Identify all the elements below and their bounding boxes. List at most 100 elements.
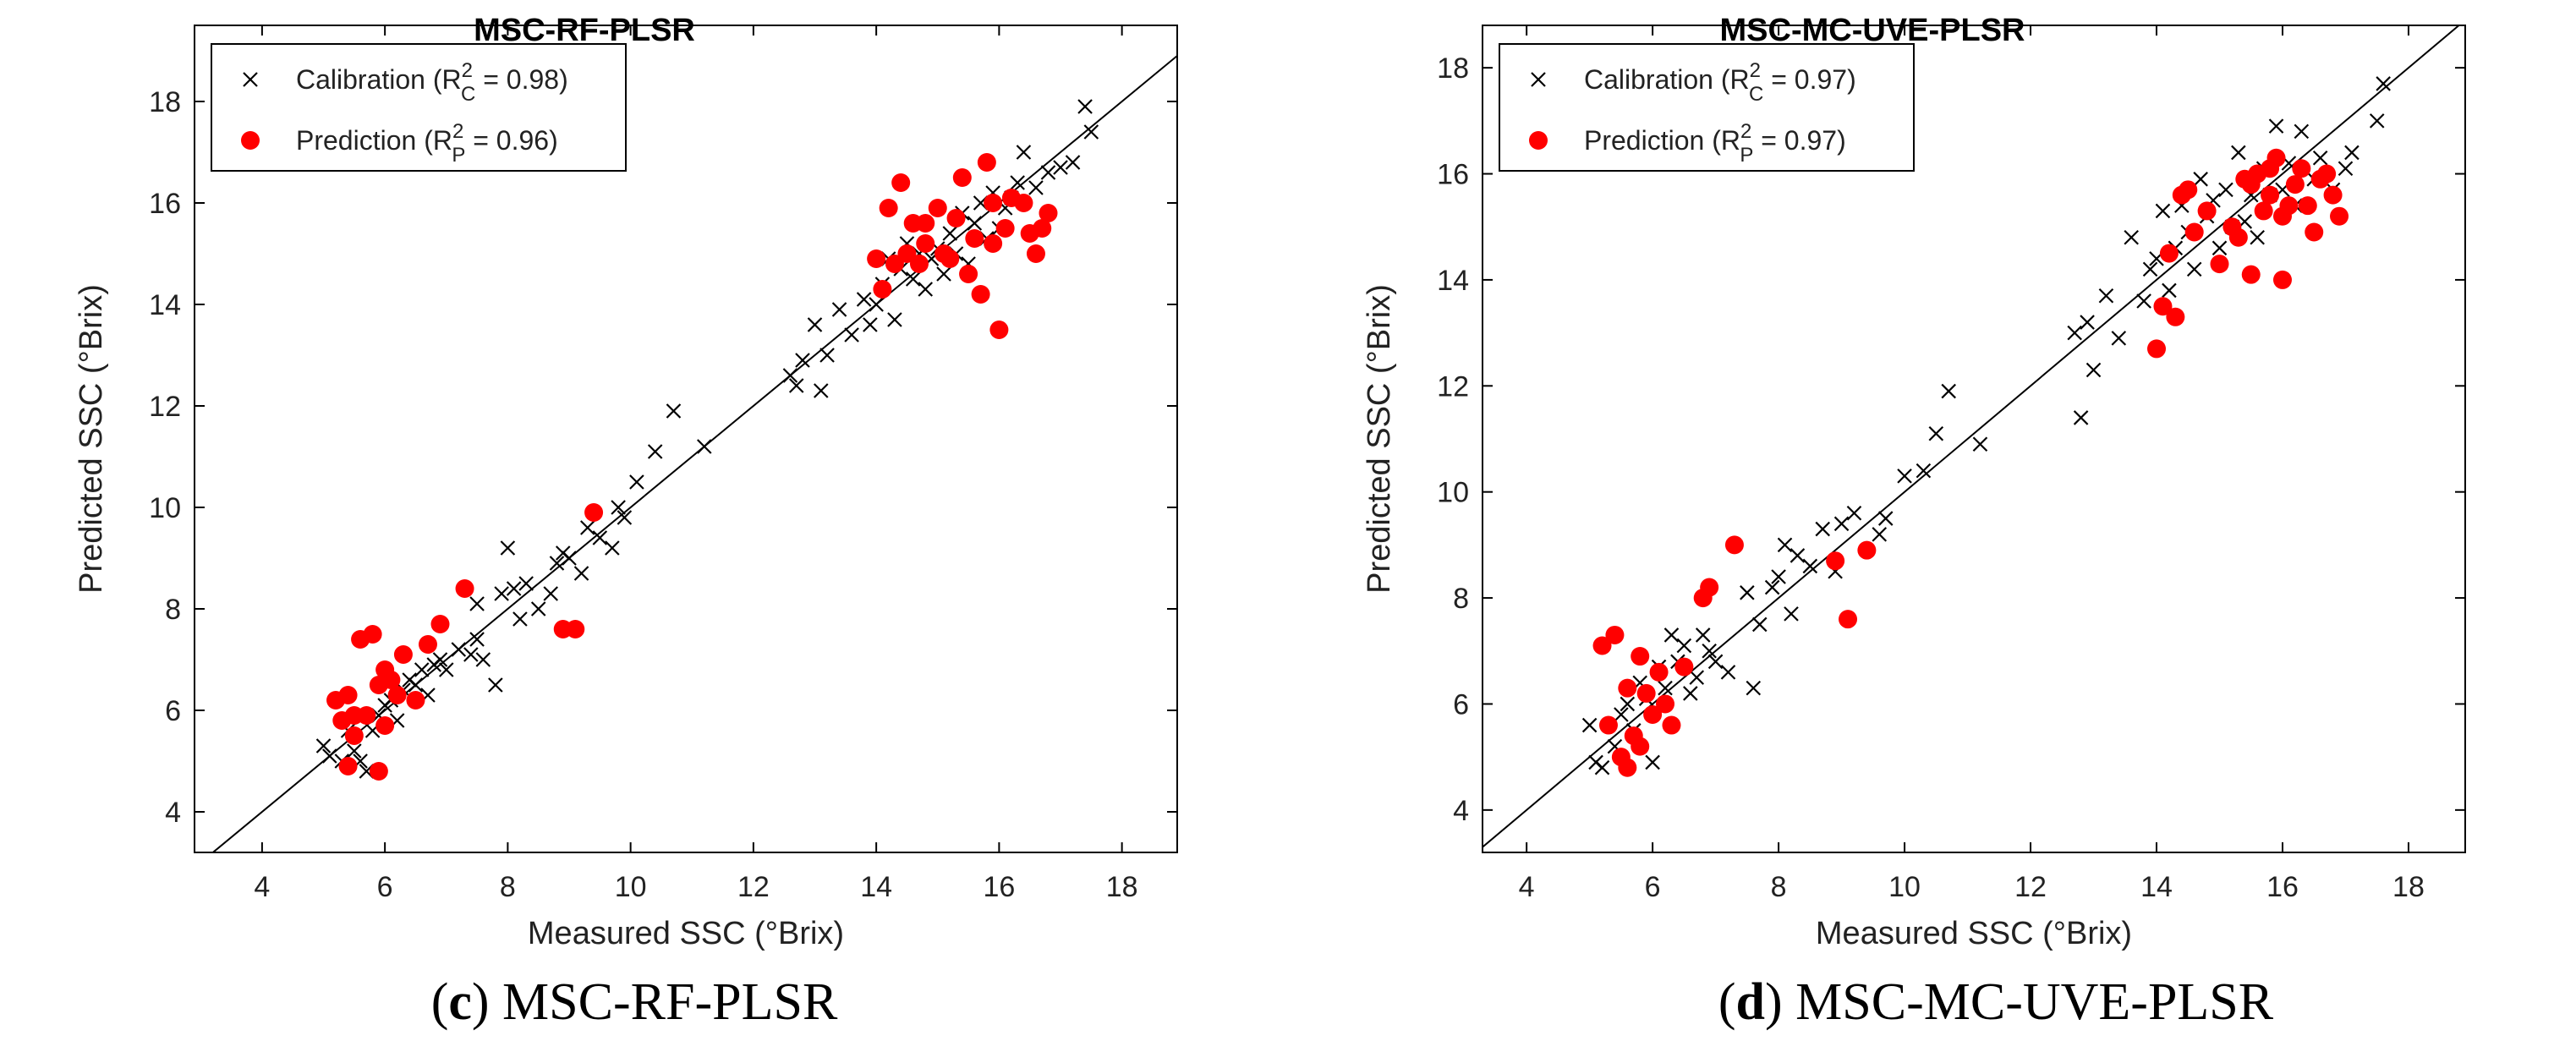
prediction-point — [2305, 222, 2324, 242]
y-tick-label: 14 — [1437, 265, 1469, 297]
calibration-point — [2080, 315, 2095, 330]
x-tick-label: 14 — [860, 871, 892, 903]
prediction-point — [338, 686, 358, 704]
calibration-point — [967, 216, 983, 231]
x-tick-label: 10 — [1888, 871, 1921, 903]
calibration-point — [1594, 759, 1610, 775]
prediction-point — [1656, 694, 1675, 714]
scatter-chart-msc-mc-uve-plsr: 4 6 8 10 12 14 16 18 4 6 8 10 12 14 16 18 Measured SSC (… — [1362, 13, 2466, 951]
prediction-point — [916, 234, 935, 253]
prediction-point — [2159, 244, 2179, 263]
prediction-point — [989, 321, 1009, 339]
prediction-point — [984, 234, 1003, 253]
calibration-point — [2369, 113, 2385, 129]
caption-letter: d — [1735, 973, 1765, 1031]
calibration-point — [807, 317, 823, 332]
prediction-point — [1826, 551, 1845, 571]
x-tick-label: 14 — [2140, 871, 2173, 903]
legend-box — [1499, 43, 1915, 172]
calibration-point — [2098, 288, 2114, 304]
prediction-point — [879, 199, 898, 217]
calibration-point — [666, 403, 682, 419]
calibration-point — [494, 586, 509, 601]
y-tick-label: 16 — [1437, 159, 1469, 191]
prediction-point — [363, 625, 382, 644]
x-axis-label: Measured SSC (°Brix) — [528, 916, 844, 951]
x-tick-label: 4 — [254, 871, 270, 903]
calibration-point — [469, 596, 485, 611]
calibration-point — [863, 317, 878, 332]
prediction-point — [959, 265, 978, 283]
prediction-point — [977, 153, 996, 172]
x-tick-label: 12 — [737, 871, 770, 903]
y-tick-label: 8 — [165, 594, 181, 626]
calibration-point — [1028, 180, 1044, 195]
legend-marker-dot — [241, 131, 260, 150]
x-axis-label: Measured SSC (°Brix) — [1816, 916, 2132, 951]
prediction-point — [2153, 297, 2173, 316]
calibration-point — [905, 271, 921, 287]
prediction-point — [2272, 206, 2292, 226]
x-tick-label: 10 — [615, 871, 647, 903]
scatter-chart-msc-rf-plsr: 4 6 8 10 12 14 16 18 4 6 8 10 12 14 16 18 Measured SSC (… — [74, 13, 1178, 951]
calibration-point — [2193, 172, 2208, 187]
prediction-point — [897, 244, 917, 263]
prediction-point — [2228, 227, 2248, 247]
calibration-point — [1764, 579, 1780, 595]
calibration-point — [530, 601, 546, 616]
prediction-point — [2210, 255, 2229, 274]
legend-label: Prediction (R2 P = 0.96) — [296, 120, 558, 167]
prediction-point — [2261, 159, 2280, 178]
prediction-point — [1039, 204, 1058, 222]
calibration-point — [347, 743, 362, 759]
calibration-point — [2268, 118, 2284, 134]
calibration-point — [506, 581, 522, 596]
x-tick-label: 12 — [2014, 871, 2047, 903]
calibration-point — [2218, 182, 2233, 198]
x-tick-label: 6 — [377, 871, 393, 903]
legend-label: Calibration (R2 C = 0.98) — [296, 59, 568, 106]
calibration-point — [2338, 161, 2354, 177]
prediction-point — [2179, 180, 2198, 200]
calibration-point — [1846, 505, 1862, 521]
prediction-point — [1724, 535, 1744, 555]
prediction-point — [369, 762, 388, 781]
y-tick-label: 12 — [1437, 370, 1469, 403]
prediction-point — [1636, 683, 1656, 703]
calibration-point — [1789, 548, 1806, 563]
calibration-point — [647, 444, 663, 459]
y-axis-label: Predicted SSC (°Brix) — [1362, 284, 1397, 594]
prediction-point — [928, 199, 947, 217]
calibration-point — [1771, 569, 1786, 584]
calibration-point — [1645, 754, 1660, 770]
prediction-point — [1643, 705, 1663, 724]
calibration-point — [2312, 150, 2328, 166]
prediction-point — [1026, 244, 1045, 263]
prediction-point — [1700, 578, 1719, 597]
calibration-point — [414, 662, 430, 677]
prediction-point — [2292, 159, 2311, 178]
calibration-point — [1689, 670, 1705, 685]
calibration-point — [1707, 654, 1724, 670]
calibration-point — [1941, 383, 1956, 399]
prediction-point — [916, 214, 935, 233]
x-tick-label: 8 — [500, 871, 516, 903]
calibration-point — [1815, 521, 1831, 537]
calibration-point — [592, 530, 608, 545]
y-tick-label: 10 — [1437, 477, 1469, 509]
calibration-point — [315, 738, 332, 753]
prediction-point — [1649, 662, 1669, 682]
prediction-point — [344, 726, 364, 745]
x-tick-label: 16 — [983, 871, 1015, 903]
calibration-point — [1916, 463, 1932, 479]
calibration-point — [2124, 229, 2139, 245]
prediction-point — [2241, 175, 2261, 195]
prediction-point — [1014, 194, 1033, 212]
calibration-point — [813, 383, 829, 398]
prediction-point — [1631, 647, 1650, 666]
calibration-point — [549, 556, 565, 571]
legend-box — [211, 43, 627, 172]
prediction-point — [2323, 185, 2343, 205]
y-tick-label: 8 — [1453, 583, 1469, 615]
prediction-point — [430, 615, 450, 633]
